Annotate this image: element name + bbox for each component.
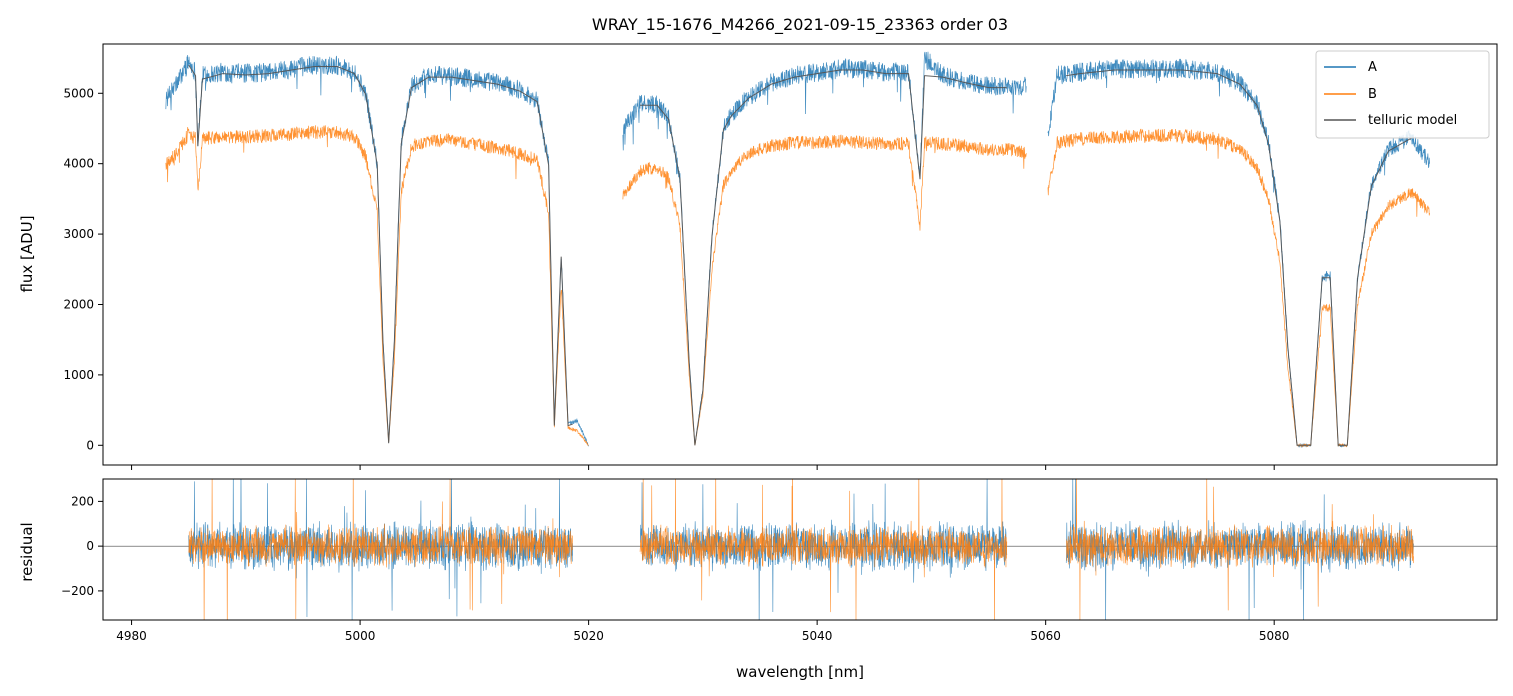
y-tick-label: −200 [61,584,94,598]
flux-series-b-segment-3 [1047,128,1430,448]
flux-plot-frame [102,43,1498,466]
legend-label-telluric: telluric model [1368,113,1457,128]
x-tick-label: 5040 [802,629,833,643]
flux-series-telluric-model-segment-2 [640,69,1007,446]
residual-series-a-segment-2 [639,479,1008,620]
x-tick-label: 5080 [1259,629,1290,643]
y-tick-label: 4000 [63,157,94,171]
y-tick-label: 2000 [63,297,94,311]
chart-title: WRAY_15-1676_M4266_2021-09-15_23363 orde… [592,15,1008,35]
flux-y-axis-label: flux [ADU] [18,215,36,292]
residual-panel: −200 0 200 4980 5000 5020 5040 5060 5080 residu… [18,478,1498,681]
residual-y-axis-label: residual [18,522,36,581]
x-tick-label: 5000 [345,629,376,643]
y-tick-label: 0 [86,438,94,452]
y-tick-label: 5000 [63,86,94,100]
flux-series-telluric-model-segment-3 [1066,69,1414,446]
flux-series-telluric-model-segment-1 [188,64,573,444]
x-tick-label: 5020 [573,629,604,643]
residual-series-b-segment-1 [188,479,573,620]
residual-series-a-segment-1 [188,479,573,620]
legend-box [1315,50,1490,139]
flux-series-b-segment-2 [622,134,1027,446]
y-tick-label: 0 [86,539,94,553]
legend: A B telluric model [1315,50,1490,139]
y-tick-label: 200 [71,494,94,508]
legend-label-a: A [1368,60,1377,75]
flux-series-b-segment-1 [165,125,589,446]
residual-series-b-segment-2 [639,479,1008,620]
residual-plot-frame [102,478,1498,621]
y-tick-label: 3000 [63,227,94,241]
y-tick-label: 1000 [63,368,94,382]
legend-label-b: B [1368,87,1377,102]
x-tick-label: 5060 [1030,629,1061,643]
flux-panel: 0 1000 2000 3000 4000 5000 flux [ADU] A B tel… [18,43,1498,470]
x-axis-label: wavelength [nm] [736,663,864,681]
x-tick-label: 4980 [116,629,147,643]
flux-series-a-segment-1 [165,54,589,447]
residual-series-b-segment-3 [1065,479,1414,620]
